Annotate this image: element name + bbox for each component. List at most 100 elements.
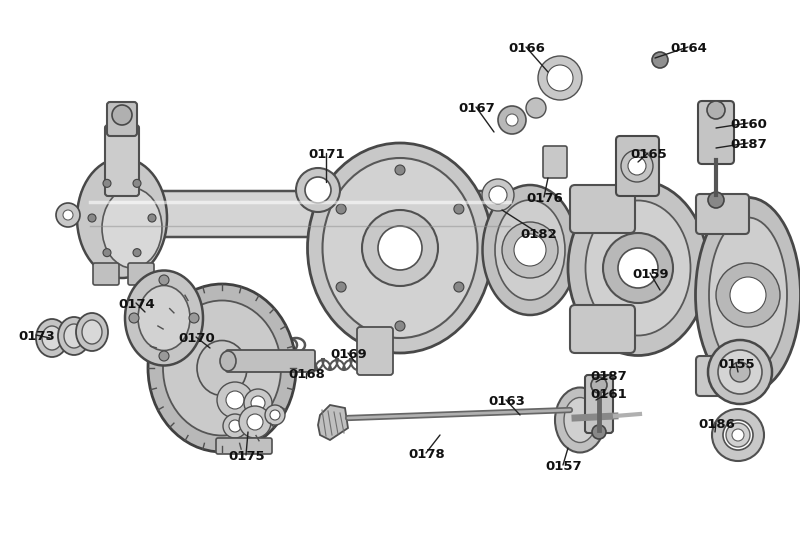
Text: 0170: 0170 [178, 332, 214, 345]
Circle shape [395, 321, 405, 331]
Ellipse shape [695, 198, 800, 392]
Ellipse shape [322, 158, 478, 338]
Text: 0187: 0187 [730, 138, 766, 151]
Ellipse shape [102, 188, 162, 268]
FancyBboxPatch shape [226, 350, 315, 372]
Ellipse shape [77, 158, 167, 278]
Circle shape [628, 157, 646, 175]
Circle shape [244, 389, 272, 417]
Circle shape [591, 377, 607, 393]
Ellipse shape [586, 200, 690, 335]
Circle shape [395, 165, 405, 175]
FancyBboxPatch shape [616, 136, 659, 196]
Circle shape [247, 414, 263, 430]
Ellipse shape [36, 319, 68, 357]
Circle shape [502, 222, 558, 278]
Circle shape [129, 313, 139, 323]
Circle shape [159, 275, 169, 285]
FancyBboxPatch shape [107, 102, 137, 136]
Circle shape [103, 179, 111, 187]
Circle shape [226, 391, 244, 409]
Circle shape [514, 234, 546, 266]
Ellipse shape [148, 284, 296, 452]
Text: 0166: 0166 [508, 42, 545, 55]
Circle shape [148, 214, 156, 222]
Circle shape [378, 226, 422, 270]
Circle shape [707, 101, 725, 119]
Circle shape [265, 405, 285, 425]
Ellipse shape [163, 301, 281, 436]
Circle shape [618, 248, 658, 288]
Circle shape [223, 414, 247, 438]
Text: 0155: 0155 [718, 358, 754, 371]
Circle shape [189, 313, 199, 323]
Circle shape [723, 420, 753, 450]
Circle shape [592, 425, 606, 439]
Circle shape [63, 210, 73, 220]
Text: 0159: 0159 [632, 268, 669, 281]
Circle shape [103, 249, 111, 257]
Circle shape [133, 179, 141, 187]
Circle shape [251, 396, 265, 410]
Ellipse shape [495, 200, 565, 300]
Circle shape [239, 406, 271, 438]
Ellipse shape [555, 388, 605, 452]
Ellipse shape [482, 185, 578, 315]
FancyBboxPatch shape [585, 375, 613, 433]
Ellipse shape [64, 324, 84, 348]
Ellipse shape [58, 317, 90, 355]
FancyBboxPatch shape [81, 191, 519, 237]
Circle shape [603, 233, 673, 303]
Text: 0175: 0175 [228, 450, 265, 463]
Circle shape [217, 382, 253, 418]
Circle shape [732, 429, 744, 441]
Text: 0171: 0171 [308, 148, 345, 161]
Text: 0157: 0157 [545, 460, 582, 473]
Ellipse shape [42, 326, 62, 350]
Circle shape [708, 340, 772, 404]
Circle shape [305, 177, 331, 203]
Circle shape [112, 105, 132, 125]
Text: 0173: 0173 [18, 330, 54, 343]
Circle shape [454, 204, 464, 214]
Ellipse shape [307, 143, 493, 353]
Circle shape [652, 52, 668, 68]
Text: 0178: 0178 [408, 448, 445, 461]
Ellipse shape [76, 313, 108, 351]
Text: 0174: 0174 [118, 298, 154, 311]
Circle shape [547, 65, 573, 91]
Circle shape [498, 106, 526, 134]
FancyBboxPatch shape [128, 263, 154, 285]
Text: 0168: 0168 [288, 368, 325, 381]
Circle shape [159, 351, 169, 361]
FancyBboxPatch shape [696, 194, 749, 234]
FancyBboxPatch shape [570, 185, 635, 233]
Text: 0164: 0164 [670, 42, 707, 55]
Circle shape [133, 249, 141, 257]
Circle shape [270, 410, 280, 420]
Circle shape [336, 204, 346, 214]
Text: 0176: 0176 [526, 192, 562, 205]
Circle shape [56, 203, 80, 227]
Circle shape [526, 98, 546, 118]
Circle shape [88, 214, 96, 222]
Text: 0186: 0186 [698, 418, 735, 431]
Text: 0187: 0187 [590, 370, 626, 383]
Ellipse shape [564, 397, 596, 443]
Circle shape [712, 409, 764, 461]
FancyBboxPatch shape [698, 101, 734, 164]
FancyBboxPatch shape [543, 146, 567, 178]
Circle shape [538, 56, 582, 100]
Text: 0182: 0182 [520, 228, 557, 241]
FancyBboxPatch shape [93, 263, 119, 285]
Text: 0169: 0169 [330, 348, 366, 361]
Circle shape [716, 263, 780, 327]
Circle shape [708, 192, 724, 208]
Ellipse shape [568, 180, 708, 356]
Circle shape [454, 282, 464, 292]
Circle shape [489, 186, 507, 204]
Circle shape [506, 114, 518, 126]
Text: 0161: 0161 [590, 388, 626, 401]
FancyBboxPatch shape [216, 438, 272, 454]
Ellipse shape [138, 286, 190, 350]
